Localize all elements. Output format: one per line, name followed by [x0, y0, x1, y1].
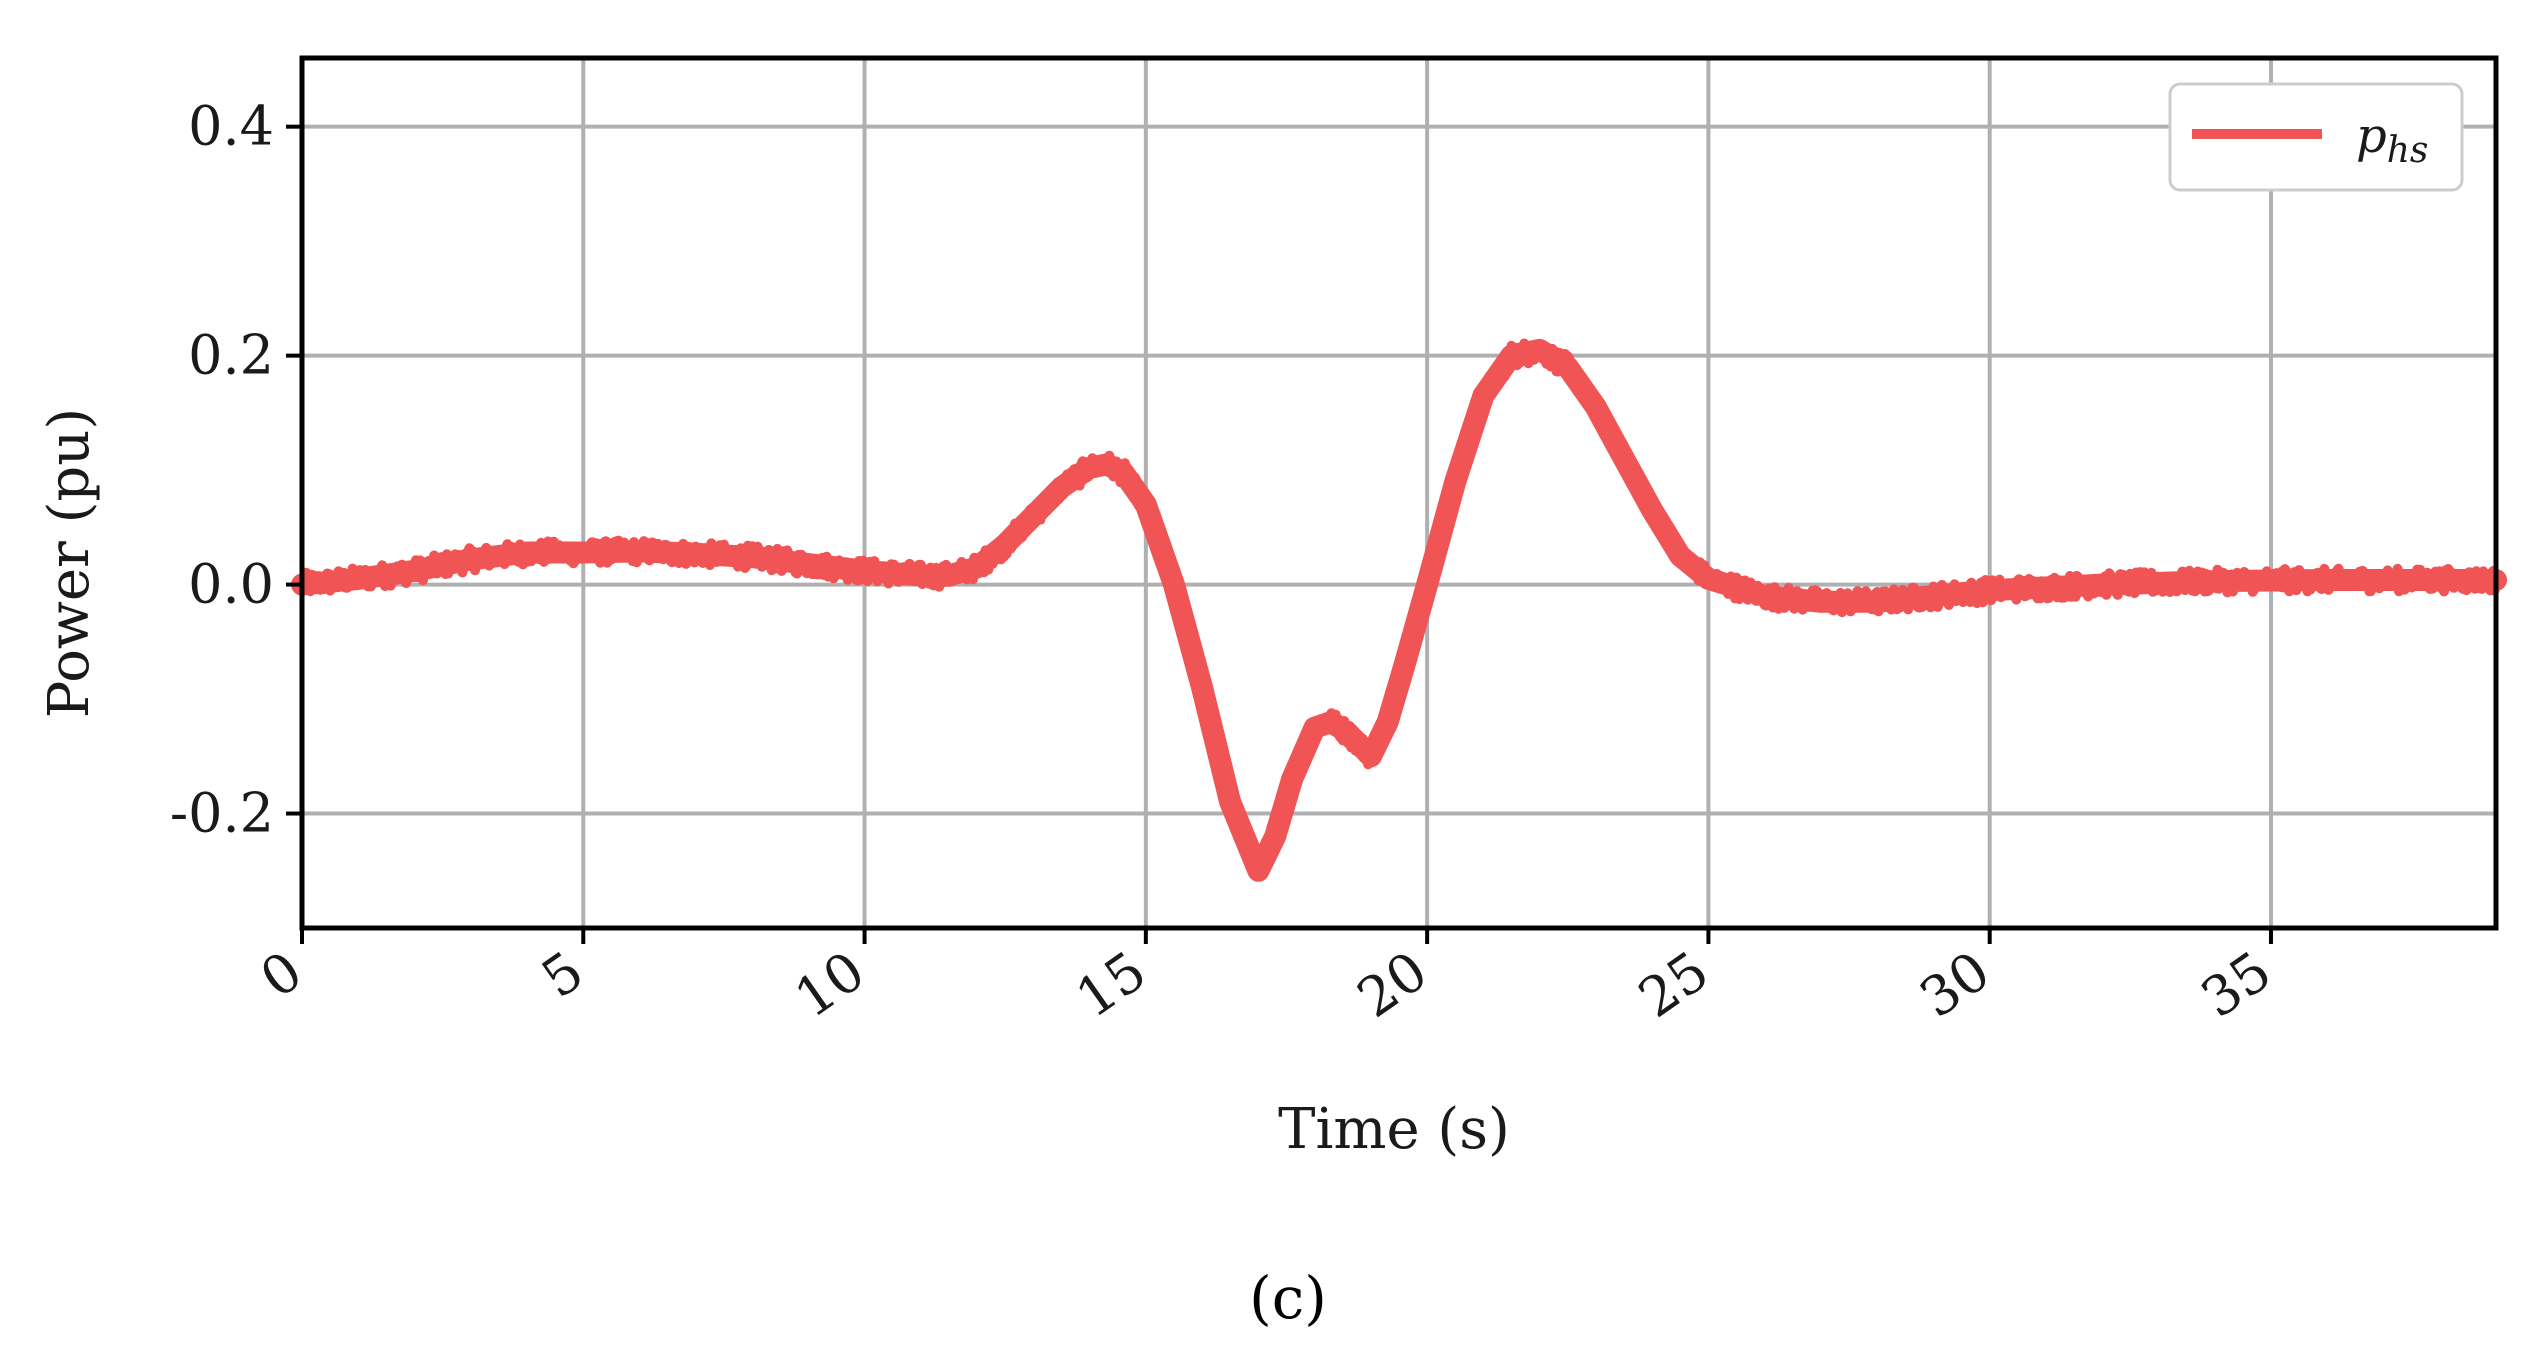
x-tick-label-5: 25 [1627, 939, 1719, 1030]
legend-label-main: p [2356, 108, 2387, 164]
y-tick-label-0: -0.2 [170, 782, 274, 845]
x-axis-title: Time (s) [1278, 1097, 1510, 1162]
y-tick-label-3: 0.4 [188, 95, 274, 158]
legend-label: phs [2356, 108, 2428, 171]
x-tick-label-3: 15 [1065, 939, 1157, 1030]
y-axis-title: Power (pu) [37, 408, 102, 718]
x-tick-label-7: 35 [2190, 939, 2282, 1030]
legend-label-sub: hs [2387, 130, 2429, 171]
x-tick-label-2: 10 [784, 939, 876, 1030]
axes [286, 55, 2499, 944]
grid-lines [300, 58, 2496, 928]
series-layer [291, 338, 2507, 882]
series-0-line [291, 338, 2507, 882]
plot-frame [299, 55, 2499, 931]
y-tick-label-1: 0.0 [188, 553, 274, 616]
series-0-band [297, 338, 2501, 880]
y-tick-label-2: 0.2 [188, 324, 274, 387]
x-tick-label-6: 30 [1909, 939, 2001, 1030]
legend: phs [2168, 82, 2464, 192]
x-tick-label-1: 5 [530, 939, 594, 1010]
figure-caption: (c) [1249, 1264, 1327, 1332]
x-tick-label-4: 20 [1346, 939, 1438, 1030]
x-tick-label-0: 0 [249, 939, 313, 1010]
